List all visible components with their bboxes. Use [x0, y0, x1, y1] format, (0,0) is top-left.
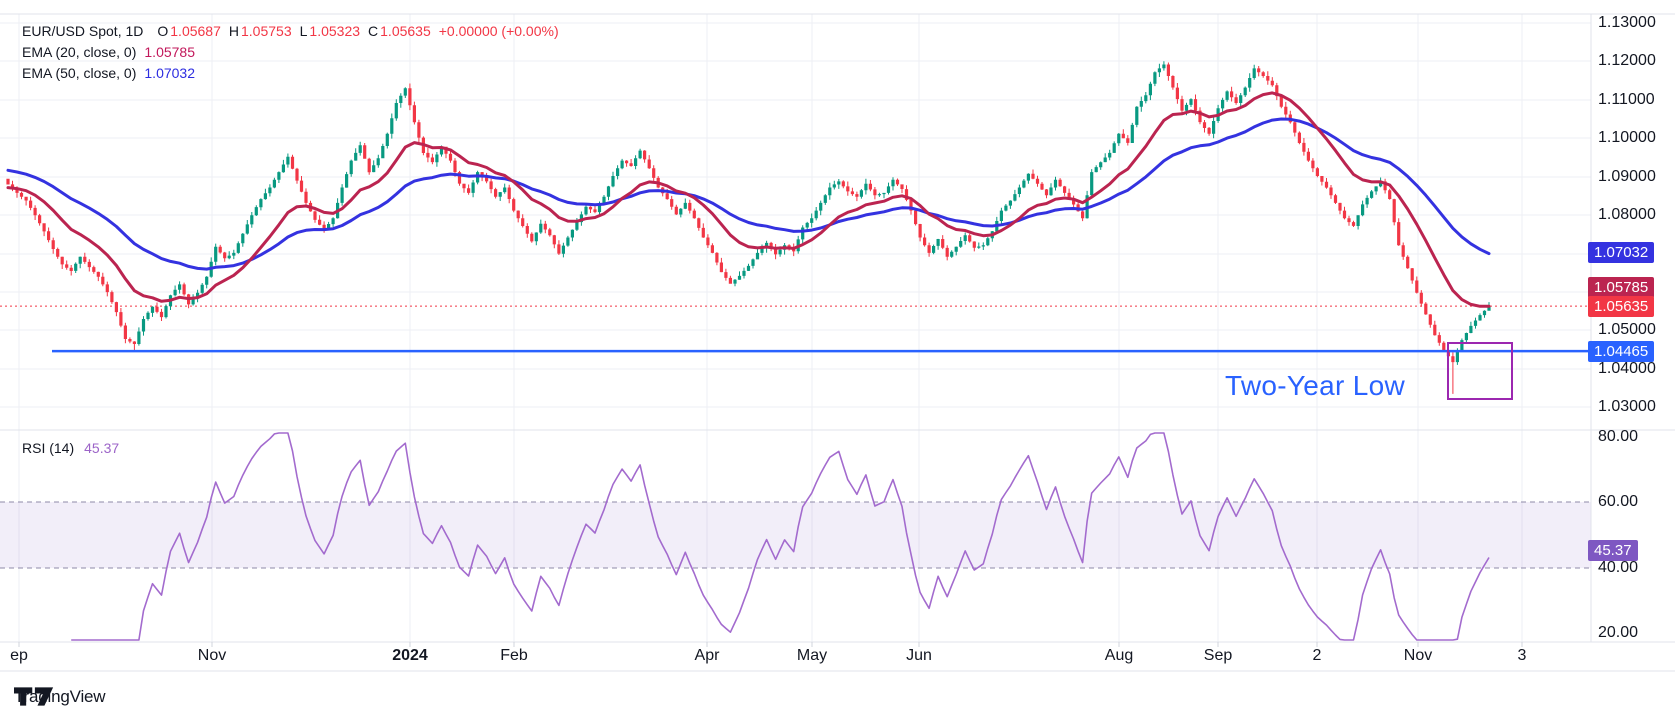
rsi-band	[0, 502, 1591, 568]
price-tick-label: 1.03000	[1598, 398, 1656, 415]
two-year-low-annotation[interactable]: Two-Year Low	[1225, 370, 1405, 401]
two-year-low-box[interactable]	[1447, 342, 1513, 400]
rsi-value-pill: 45.37	[1588, 540, 1638, 561]
ema-50-line	[6, 117, 1491, 271]
ema20-label: EMA (20, close, 0)	[22, 44, 137, 60]
rsi-value: 45.37	[84, 440, 120, 456]
time-tick-marks	[18, 642, 1523, 647]
pane-separators[interactable]	[0, 13, 1675, 672]
ema-20-line	[6, 91, 1491, 308]
price-tick-label: 1.13000	[1598, 14, 1656, 31]
time-tick-label: 2	[1312, 647, 1322, 664]
ema50-value: 1.07032	[144, 65, 195, 81]
price-label-pill: 1.05635	[1588, 296, 1655, 317]
time-tick-label: Aug	[1104, 647, 1134, 664]
time-tick-label: 3	[1517, 647, 1527, 664]
rsi-band-lines	[0, 501, 1591, 569]
ema20-value: 1.05785	[144, 44, 195, 60]
ema50-label: EMA (50, close, 0)	[22, 65, 137, 81]
rsi-tick-label: 80.00	[1598, 428, 1639, 445]
ohlc-open: O 1.05687	[157, 23, 221, 39]
gridlines	[0, 14, 1591, 642]
price-tick-label: 1.08000	[1598, 206, 1656, 223]
time-tick-label: May	[796, 647, 828, 664]
ohlc-close: C 1.05635	[368, 23, 431, 39]
ema50-legend-row[interactable]: EMA (50, close, 0) 1.07032	[22, 63, 559, 84]
time-tick-label: Nov	[197, 647, 227, 664]
rsi-label: RSI (14)	[22, 440, 75, 456]
time-tick-label: Nov	[1403, 647, 1433, 664]
price-label-pill: 1.04465	[1588, 341, 1655, 362]
price-label-pill: 1.05785	[1588, 277, 1655, 298]
price-tick-label: 1.10000	[1598, 129, 1656, 146]
time-tick-label: ep	[10, 647, 28, 664]
price-label-pill: 1.07032	[1588, 242, 1655, 263]
time-tick-label: Apr	[694, 647, 720, 664]
time-tick-label: Sep	[1203, 647, 1233, 664]
price-tick-label: 1.12000	[1598, 52, 1656, 69]
price-change: +0.00000 (+0.00%)	[438, 23, 559, 39]
rsi-tick-label: 60.00	[1598, 493, 1639, 510]
tradingview-logo[interactable]: TradingView	[14, 687, 106, 707]
price-tick-label: 1.05000	[1598, 321, 1656, 338]
ohlc-high: H 1.05753	[228, 23, 292, 39]
candles-down	[6, 62, 1455, 394]
price-tick-label: 1.09000	[1598, 168, 1656, 185]
symbol-title: EUR/USD Spot, 1D	[22, 23, 144, 39]
rsi-legend-row[interactable]: RSI (14) 45.37	[22, 440, 119, 456]
ohlc-low: L 1.05323	[299, 23, 361, 39]
ema20-legend-row[interactable]: EMA (20, close, 0) 1.05785	[22, 42, 559, 63]
time-tick-label: Jun	[906, 647, 932, 664]
tradingview-logo-icon	[14, 687, 54, 706]
symbol-legend-row[interactable]: EUR/USD Spot, 1D O 1.05687 H 1.05753 L 1.05…	[22, 21, 559, 42]
rsi-tick-label: 40.00	[1598, 559, 1639, 576]
rsi-line	[71, 432, 1490, 641]
price-tick-label: 1.04000	[1598, 360, 1656, 377]
time-tick-label: Feb	[500, 647, 528, 664]
price-tick-label: 1.11000	[1598, 91, 1655, 108]
rsi-tick-label: 20.00	[1598, 624, 1639, 641]
time-tick-label: 2024	[392, 647, 428, 664]
chart-legend: EUR/USD Spot, 1D O 1.05687 H 1.05753 L 1.05…	[22, 21, 559, 84]
